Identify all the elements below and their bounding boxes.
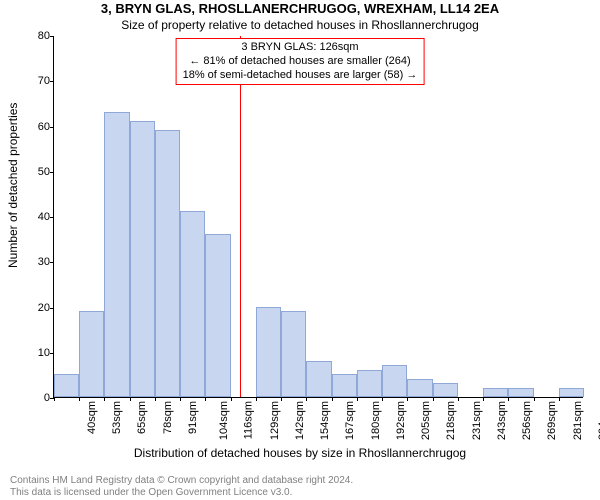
histogram-bar xyxy=(155,130,180,397)
y-tick-label: 20 xyxy=(38,302,50,314)
y-tick-label: 60 xyxy=(38,121,50,133)
x-tick-label: 192sqm xyxy=(395,401,407,440)
annotation-line1: 3 BRYN GLAS: 126sqm xyxy=(183,41,418,55)
x-tick-label: 269sqm xyxy=(546,401,558,440)
x-tick-label: 53sqm xyxy=(111,401,123,434)
x-tick-label: 129sqm xyxy=(269,401,281,440)
histogram-bar xyxy=(205,234,230,397)
histogram-bar xyxy=(306,361,331,397)
x-tick-label: 231sqm xyxy=(471,401,483,440)
y-tick-mark xyxy=(50,217,54,218)
annotation-line2: ← 81% of detached houses are smaller (26… xyxy=(183,55,418,69)
x-tick-mark xyxy=(407,397,408,401)
x-tick-label: 91sqm xyxy=(187,401,199,434)
histogram-bar xyxy=(407,379,432,397)
x-tick-mark xyxy=(508,397,509,401)
x-tick-label: 40sqm xyxy=(86,401,98,434)
chart-title-line2: Size of property relative to detached ho… xyxy=(0,18,600,32)
chart-container: 3, BRYN GLAS, RHOSLLANERCHRUGOG, WREXHAM… xyxy=(0,0,600,500)
footer-line2: This data is licensed under the Open Gov… xyxy=(10,487,292,498)
annotation-line3: 18% of semi-detached houses are larger (… xyxy=(183,69,418,83)
y-tick-label: 80 xyxy=(38,30,50,42)
x-tick-mark xyxy=(79,397,80,401)
y-tick-label: 10 xyxy=(38,347,50,359)
chart-title-line1: 3, BRYN GLAS, RHOSLLANERCHRUGOG, WREXHAM… xyxy=(0,1,600,16)
histogram-bar xyxy=(382,365,407,397)
y-tick-label: 30 xyxy=(38,256,50,268)
y-tick-mark xyxy=(50,127,54,128)
x-tick-mark xyxy=(382,397,383,401)
y-tick-mark xyxy=(50,172,54,173)
x-axis-label: Distribution of detached houses by size … xyxy=(0,446,600,460)
x-tick-label: 65sqm xyxy=(137,401,149,434)
histogram-bar xyxy=(256,307,281,398)
y-tick-mark xyxy=(50,81,54,82)
y-tick-mark xyxy=(50,262,54,263)
x-tick-label: 180sqm xyxy=(370,401,382,440)
x-tick-label: 154sqm xyxy=(319,401,331,440)
histogram-bar xyxy=(180,211,205,397)
reference-line xyxy=(240,36,241,397)
x-tick-mark xyxy=(332,397,333,401)
histogram-bar xyxy=(79,311,104,397)
y-tick-mark xyxy=(50,36,54,37)
x-tick-mark xyxy=(205,397,206,401)
x-tick-mark xyxy=(104,397,105,401)
x-tick-label: 104sqm xyxy=(218,401,230,440)
annotation-box: 3 BRYN GLAS: 126sqm ← 81% of detached ho… xyxy=(176,38,425,85)
histogram-bar xyxy=(130,121,155,397)
x-tick-mark xyxy=(231,397,232,401)
plot-area: 0102030405060708040sqm53sqm65sqm78sqm91s… xyxy=(53,36,583,398)
x-tick-label: 281sqm xyxy=(572,401,584,440)
y-tick-label: 50 xyxy=(38,166,50,178)
x-tick-mark xyxy=(357,397,358,401)
histogram-bar xyxy=(54,374,79,397)
x-tick-mark xyxy=(130,397,131,401)
x-tick-mark xyxy=(534,397,535,401)
x-tick-label: 167sqm xyxy=(345,401,357,440)
x-tick-mark xyxy=(281,397,282,401)
x-tick-mark xyxy=(306,397,307,401)
x-tick-mark xyxy=(559,397,560,401)
x-tick-mark xyxy=(458,397,459,401)
footer-line1: Contains HM Land Registry data © Crown c… xyxy=(10,475,353,486)
histogram-bar xyxy=(483,388,508,397)
x-tick-mark xyxy=(433,397,434,401)
x-tick-label: 78sqm xyxy=(162,401,174,434)
histogram-bar xyxy=(433,383,458,397)
x-tick-label: 256sqm xyxy=(521,401,533,440)
histogram-bar xyxy=(281,311,306,397)
x-tick-mark xyxy=(155,397,156,401)
histogram-bar xyxy=(104,112,129,397)
histogram-bar xyxy=(559,388,584,397)
x-tick-label: 243sqm xyxy=(496,401,508,440)
y-tick-mark xyxy=(50,308,54,309)
x-tick-mark xyxy=(180,397,181,401)
x-tick-label: 142sqm xyxy=(294,401,306,440)
x-tick-label: 218sqm xyxy=(445,401,457,440)
x-tick-label: 116sqm xyxy=(243,401,255,439)
x-tick-mark xyxy=(54,397,55,401)
x-tick-mark xyxy=(483,397,484,401)
x-tick-mark xyxy=(256,397,257,401)
y-axis-label: Number of detached properties xyxy=(6,103,20,268)
histogram-bar xyxy=(508,388,533,397)
histogram-bar xyxy=(357,370,382,397)
y-tick-label: 70 xyxy=(38,75,50,87)
y-tick-label: 40 xyxy=(38,211,50,223)
histogram-bar xyxy=(332,374,357,397)
x-tick-label: 205sqm xyxy=(420,401,432,440)
y-tick-mark xyxy=(50,353,54,354)
